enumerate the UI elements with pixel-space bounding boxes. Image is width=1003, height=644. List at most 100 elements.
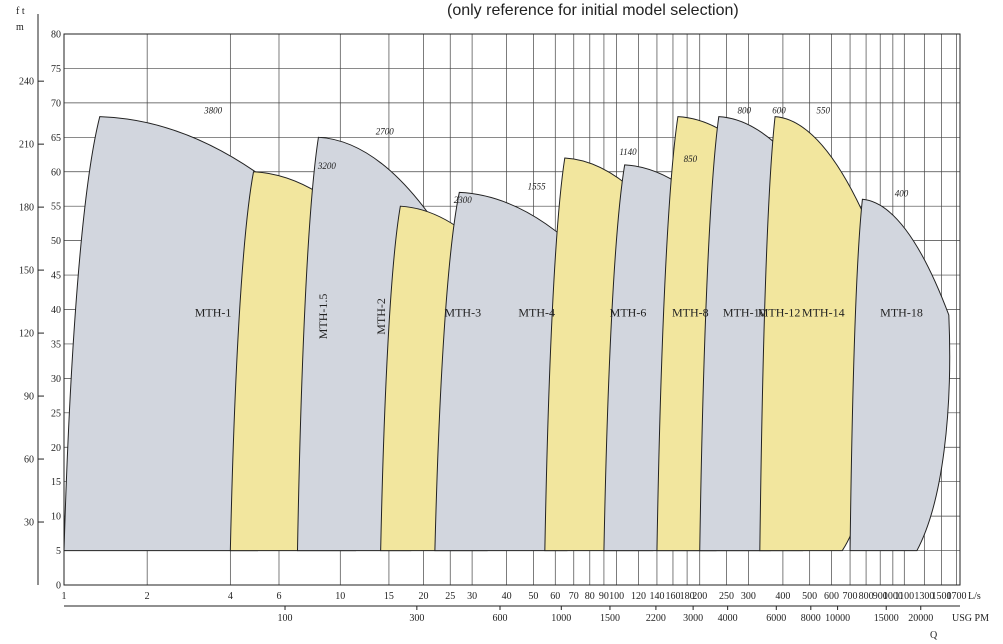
y-tick-ft: 30 [24, 518, 34, 529]
y-tick-m: 10 [51, 512, 61, 523]
y-tick-ft: 120 [19, 329, 34, 340]
x-tick-ls: 800 [859, 591, 874, 602]
y-tick-m: 60 [51, 167, 61, 178]
x-tick-usgpm: 1500 [600, 613, 620, 624]
x-tick-ls: 1300 [914, 591, 934, 602]
x-tick-usgpm: 8000 [801, 613, 821, 624]
x-axis-q-label: Q [930, 630, 938, 641]
x-tick-ls: 1 [62, 591, 67, 602]
region-label-mth-6: MTH-6 [610, 305, 647, 319]
speed-label-mth-10: 800 [738, 106, 752, 116]
chart-labels: MTH-1 3800 MTH-1.5 3200 MTH-2 2700 MTH-3 2300 MT… [195, 106, 923, 340]
x-tick-ls: 90 [599, 591, 609, 602]
x-tick-ls: 15 [384, 591, 394, 602]
x-tick-ls: 250 [719, 591, 734, 602]
x-tick-ls: 20 [418, 591, 428, 602]
x-tick-ls: 1000 [883, 591, 903, 602]
y-tick-m: 25 [51, 408, 61, 419]
x-tick-ls: 200 [692, 591, 707, 602]
x-tick-usgpm: 4000 [718, 613, 738, 624]
x-tick-ls: 60 [550, 591, 560, 602]
x-tick-usgpm: 15000 [874, 613, 899, 624]
x-tick-ls: 30 [467, 591, 477, 602]
y-tick-m: 40 [51, 305, 61, 316]
x-tick-ls: 2 [145, 591, 150, 602]
y-tick-m: 70 [51, 98, 61, 109]
x-tick-ls: 900 [873, 591, 888, 602]
x-axis-ls-label: L/s [968, 591, 981, 602]
region-label-mth-1.5: MTH-1.5 [316, 294, 330, 340]
x-tick-ls: 300 [741, 591, 756, 602]
plot-frame [63, 33, 961, 586]
speed-label-mth-6: 1140 [619, 147, 637, 157]
y-tick-m: 55 [51, 202, 61, 213]
x-tick-ls: 400 [775, 591, 790, 602]
x-tick-usgpm: 6000 [766, 613, 786, 624]
region-label-mth-1: MTH-1 [195, 305, 232, 319]
y-tick-ft: 240 [19, 77, 34, 88]
speed-label-mth-2: 2700 [376, 126, 395, 136]
y-tick-ft: 150 [19, 266, 34, 277]
y-axis-ft-label: f t [16, 6, 25, 17]
y-tick-ft: 180 [19, 203, 34, 214]
y-tick-m: 50 [51, 236, 61, 247]
y-tick-m: 65 [51, 133, 61, 144]
x-tick-usgpm: 1000 [551, 613, 571, 624]
chart-subtitle: (only reference for initial model select… [447, 2, 739, 19]
region-label-mth-3: MTH-3 [444, 305, 481, 319]
region-label-mth-2: MTH-2 [374, 298, 388, 335]
speed-label-mth-12: 600 [772, 106, 786, 116]
x-tick-usgpm: 10000 [825, 613, 850, 624]
x-tick-ls: 100 [609, 591, 624, 602]
region-label-mth-8: MTH-8 [672, 305, 709, 319]
x-tick-ls: 50 [528, 591, 538, 602]
x-axis-usgpm-label: USG PM [952, 613, 989, 624]
y-tick-m: 75 [51, 64, 61, 75]
x-tick-ls: 1500 [932, 591, 952, 602]
y-axis-m-label: m [16, 22, 24, 33]
x-tick-ls: 120 [631, 591, 646, 602]
x-tick-usgpm: 300 [409, 613, 424, 624]
region-mth-18 [849, 198, 951, 552]
region-label-mth-4: MTH-4 [518, 305, 555, 319]
speed-label-mth-18: 400 [895, 188, 909, 198]
x-tick-ls: 10 [335, 591, 345, 602]
x-tick-ls: 70 [569, 591, 579, 602]
y-tick-m: 0 [56, 581, 61, 592]
x-tick-ls: 1100 [894, 591, 914, 602]
x-tick-ls: 700 [843, 591, 858, 602]
speed-label-mth-8: 850 [684, 154, 698, 164]
region-label-mth-18: MTH-18 [880, 305, 923, 319]
x-tick-ls: 500 [802, 591, 817, 602]
x-tick-usgpm: 600 [493, 613, 508, 624]
x-tick-usgpm: 2200 [646, 613, 666, 624]
x-tick-ls: 4 [228, 591, 233, 602]
x-tick-ls: 140 [649, 591, 664, 602]
region-label-mth-10: MTH-10 [723, 305, 766, 319]
speed-label-mth-4: 1555 [528, 181, 547, 191]
speed-label-mth-1: 3800 [203, 106, 223, 116]
x-tick-ls: 6 [276, 591, 281, 602]
y-tick-ft: 210 [19, 140, 34, 151]
y-tick-ft: 60 [24, 455, 34, 466]
chart-axes: 0510152025303540455055606570758030609012… [16, 6, 989, 641]
x-tick-ls: 160 [665, 591, 680, 602]
region-label-mth-12: MTH-12 [758, 305, 801, 319]
x-tick-usgpm: 3000 [683, 613, 703, 624]
x-tick-ls: 180 [680, 591, 695, 602]
y-tick-m: 30 [51, 374, 61, 385]
x-tick-usgpm: 100 [278, 613, 293, 624]
region-label-mth-14: MTH-14 [802, 305, 845, 319]
speed-label-mth-3: 2300 [454, 195, 473, 205]
y-tick-m: 15 [51, 477, 61, 488]
y-tick-ft: 90 [24, 392, 34, 403]
x-tick-ls: 25 [445, 591, 455, 602]
x-tick-ls: 600 [824, 591, 839, 602]
y-tick-m: 80 [51, 30, 61, 41]
y-tick-m: 5 [56, 546, 61, 557]
x-tick-ls: 40 [502, 591, 512, 602]
y-tick-m: 20 [51, 443, 61, 454]
x-tick-usgpm: 20000 [908, 613, 933, 624]
x-tick-ls: 80 [585, 591, 595, 602]
